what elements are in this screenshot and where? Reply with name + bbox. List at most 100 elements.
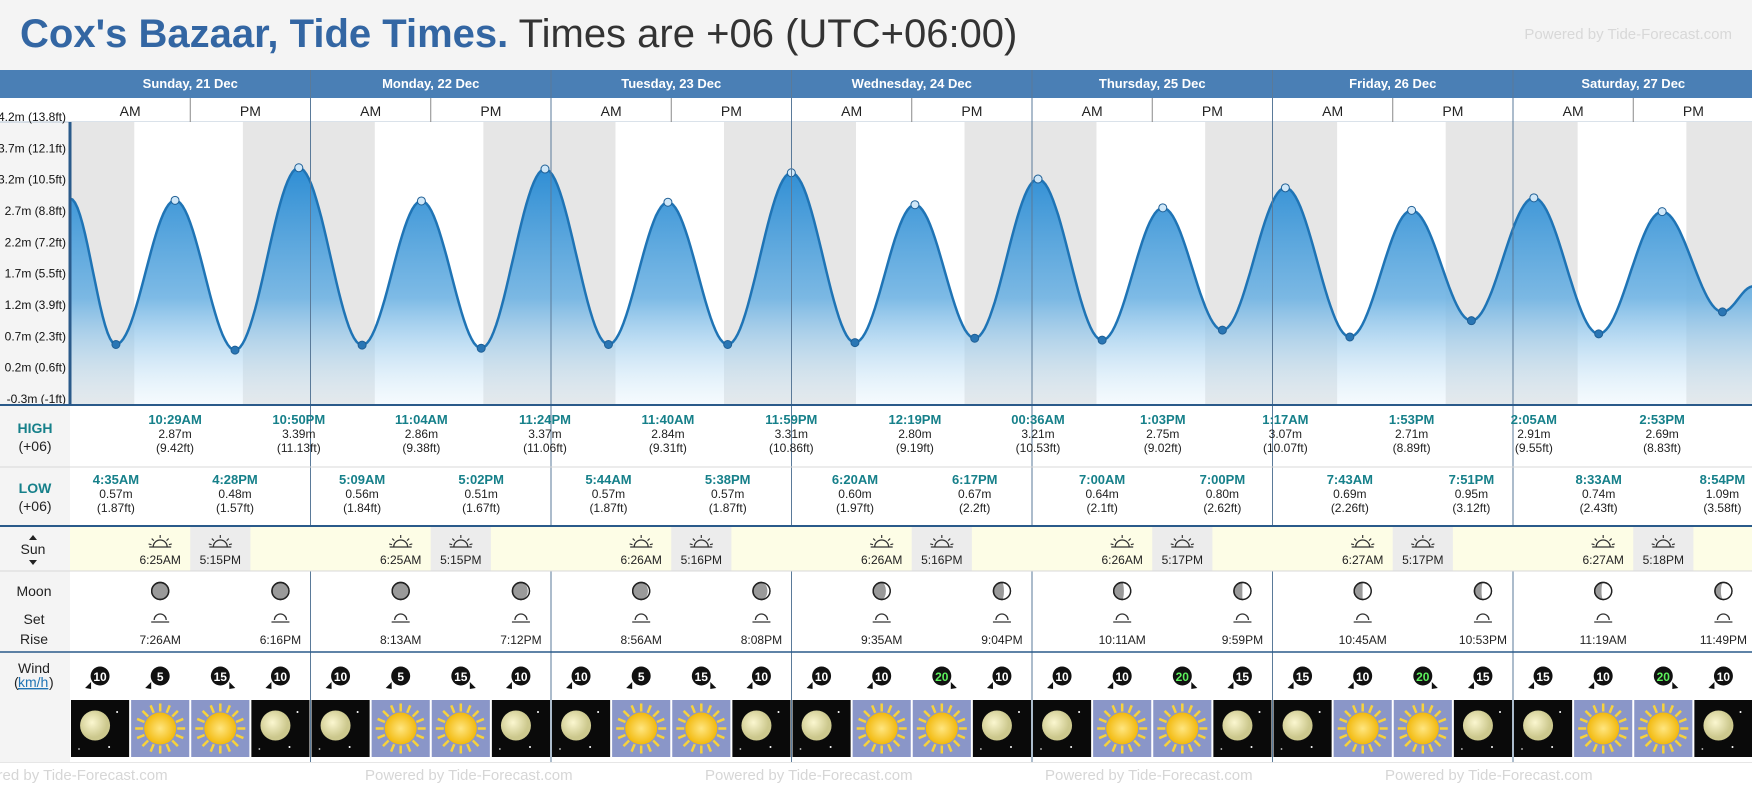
am-label-2: AM xyxy=(601,103,622,119)
wind-arrow-icon-4 xyxy=(325,682,332,689)
sunrise-icon-0-ray-2 xyxy=(166,538,170,542)
sun-ray-21-9 xyxy=(1339,717,1348,724)
moonset-icon-5-arc xyxy=(1356,613,1370,621)
sky-cell-19 xyxy=(1213,700,1272,757)
wind-speed-14: 20 xyxy=(935,670,949,684)
wind-badge-24: 15 xyxy=(1528,666,1553,689)
low-marker-20 xyxy=(1345,332,1355,342)
moon-phase-pm-icon-6 xyxy=(1714,581,1733,601)
low-meters-14: 0.67m xyxy=(958,487,991,501)
sun-ray-25-11 xyxy=(1592,704,1598,714)
high-marker-3 xyxy=(294,163,304,173)
low-meters-6: 0.51m xyxy=(465,487,498,501)
am-label-4: AM xyxy=(1082,103,1103,119)
sun-ray-13-9 xyxy=(858,717,867,724)
moon-set-label: Set xyxy=(23,611,44,627)
moon-phase-pm-icon-5 xyxy=(1473,581,1493,601)
wind-badge-0: 10 xyxy=(85,666,110,689)
wind-speed-13: 10 xyxy=(875,670,889,684)
sun-ray-13-2 xyxy=(892,739,901,748)
sunset-icon-3 xyxy=(930,535,954,548)
sunset-icon-5-ray-2 xyxy=(1428,538,1432,542)
sunset-icon-3-ray-4 xyxy=(950,543,954,546)
sun-row-label: Sun xyxy=(21,541,46,557)
star-a-4 xyxy=(356,711,359,713)
moon-icon-19 xyxy=(1222,710,1253,741)
moon-icon-7 xyxy=(500,710,531,741)
low-feet-26: (3.58ft) xyxy=(1703,501,1741,515)
moon-phase-am-icon-3 xyxy=(872,581,891,601)
wind-arrow-icon-23 xyxy=(1467,682,1474,689)
sun-down-arrow xyxy=(29,560,37,565)
sun-ray-10-7 xyxy=(677,733,687,740)
sun-ray-14-3 xyxy=(947,743,953,753)
moon-phase-pm-icon-2 xyxy=(752,581,771,601)
sunrise-icon-1-ray-2 xyxy=(406,538,410,542)
low-marker-22 xyxy=(1466,316,1476,326)
sunrise-icon-3-arc xyxy=(874,539,890,548)
sky-cell-11 xyxy=(732,700,791,757)
sun-ray-14-1 xyxy=(957,733,966,740)
high-meters-25: 2.69m xyxy=(1645,427,1678,441)
sun-ray-22-10 xyxy=(1404,709,1412,718)
sun-ray-2-9 xyxy=(196,717,206,724)
sunrise-icon-6-ray-2 xyxy=(1609,538,1613,542)
wind-circle-26 xyxy=(1653,666,1673,686)
star-a-15 xyxy=(1018,711,1020,713)
low-time-10: 5:38PM xyxy=(705,472,751,487)
sun-ray-13-6 xyxy=(863,739,871,748)
sunset-cell-4 xyxy=(1152,527,1213,571)
moon-phase-pm-icon-4-shadow xyxy=(1242,582,1251,600)
moonset-icon-4 xyxy=(1113,613,1132,623)
sun-ray-14-5 xyxy=(931,743,937,753)
sky-cell-20 xyxy=(1273,700,1332,757)
sun-ray-22-15 xyxy=(1438,717,1447,724)
sun-ray-13-7 xyxy=(858,733,867,740)
sun-ray-14-13 xyxy=(947,704,953,714)
sun-ray-22-9 xyxy=(1399,717,1408,724)
sunset-icon-0-ray-1 xyxy=(211,538,215,542)
moonset-time-3: 9:35AM xyxy=(861,633,902,647)
high-feet-25: (8.83ft) xyxy=(1643,441,1681,455)
low-meters-20: 0.69m xyxy=(1333,487,1366,501)
wind-speed-6: 15 xyxy=(454,670,468,684)
sunset-time-4: 5:17PM xyxy=(1162,553,1203,567)
y-tick-label-0: -0.3m (-1ft) xyxy=(7,392,66,406)
sun-ray-21-11 xyxy=(1351,704,1358,714)
sky-cell-12 xyxy=(792,700,851,757)
wind-circle-5 xyxy=(391,666,411,686)
sun-icon-25 xyxy=(1587,712,1620,745)
moon-phase-pm-icon-1 xyxy=(511,581,531,601)
sun-ray-14-15 xyxy=(957,717,966,724)
high-feet-21: (8.89ft) xyxy=(1393,441,1431,455)
title-bar: Cox's Bazaar, Tide Times. Times are +06 … xyxy=(0,0,1752,70)
high-marker-9 xyxy=(663,197,673,207)
high-time-23: 2:05AM xyxy=(1511,412,1557,427)
sun-icon-21 xyxy=(1346,712,1379,745)
moon-icon-8 xyxy=(561,710,592,741)
sun-ray-25-1 xyxy=(1618,733,1627,740)
sun-ray-9-13 xyxy=(646,704,652,714)
low-meters-16: 0.64m xyxy=(1085,487,1118,501)
high-marker-25 xyxy=(1657,207,1667,217)
moon-phase-am-icon-1-rim xyxy=(391,581,410,601)
high-time-9: 11:40AM xyxy=(642,412,695,427)
sunrise-time-5: 6:27AM xyxy=(1342,553,1383,567)
sun-ray-6-13 xyxy=(466,704,472,714)
low-marker-26 xyxy=(1717,307,1727,317)
sun-ray-21-6 xyxy=(1344,739,1352,748)
wind-speed-25: 10 xyxy=(1597,670,1611,684)
star-b-3 xyxy=(288,746,291,748)
low-marker-24 xyxy=(1594,329,1604,339)
sun-ray-10-1 xyxy=(716,733,725,740)
sunrise-icon-4-ray-4 xyxy=(1130,543,1134,546)
sun-ray-5-5 xyxy=(389,743,396,753)
wind-arrow-icon-13 xyxy=(866,682,873,689)
wind-unit-link[interactable]: km/h xyxy=(18,674,48,690)
low-feet-2: (1.57ft) xyxy=(216,501,254,515)
sunset-icon-2-ray-4 xyxy=(709,543,714,546)
sun-ray-10-11 xyxy=(690,704,696,714)
moonset-icon-3 xyxy=(872,613,891,623)
sun-ray-22-5 xyxy=(1412,743,1418,753)
